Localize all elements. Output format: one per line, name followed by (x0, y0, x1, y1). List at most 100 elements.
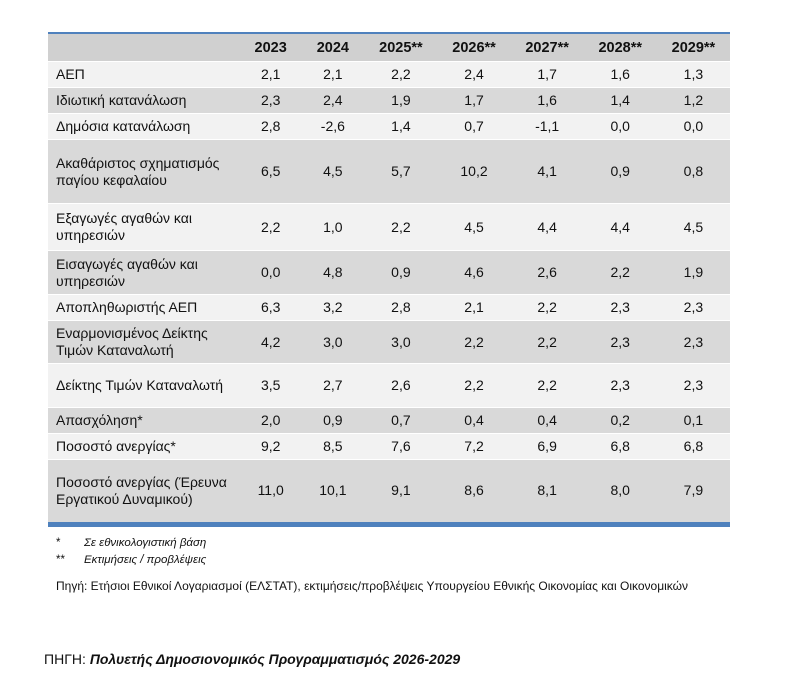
table-cell: 4,6 (437, 250, 511, 295)
table-cell: 8,6 (437, 459, 511, 522)
row-label: Αποπληθωριστής ΑΕΠ (48, 294, 240, 321)
table-cell: 4,8 (301, 250, 365, 295)
row-label: Ποσοστό ανεργίας* (48, 433, 240, 460)
source-note: Πηγή: Ετήσιοι Εθνικοί Λογαριασμοί (ΕΛΣΤΑ… (56, 579, 688, 593)
footnote: * Σε εθνικολογιστική βάση (56, 537, 207, 549)
table-cell: 2,2 (437, 363, 511, 408)
table-cell: 2,7 (301, 363, 365, 408)
table-row: Δημόσια κατανάλωση 2,8 -2,6 1,4 0,7 -1,1 0,0 0,… (48, 113, 730, 140)
table-cell: 1,0 (301, 203, 365, 251)
table-cell: 0,1 (656, 407, 730, 434)
column-header: 2024 (301, 34, 365, 62)
table-cell: 0,0 (240, 250, 302, 295)
table-cell: 2,3 (656, 320, 730, 364)
table-cell: 2,3 (583, 320, 657, 364)
table-cell: 8,0 (583, 459, 657, 522)
table-cell: 2,4 (437, 61, 511, 88)
row-label: Εναρμονισμένος Δείκτης Τιμών Καταναλωτή (48, 320, 240, 364)
table-cell: 1,6 (583, 61, 657, 88)
column-header: 2025** (364, 34, 438, 62)
table-cell: 2,8 (364, 294, 438, 321)
table-cell: 1,9 (364, 87, 438, 114)
table-cell: 8,5 (301, 433, 365, 460)
table-row: Εισαγωγές αγαθών και υπηρεσιών 0,0 4,8 0,9 4… (48, 250, 730, 295)
table-cell: 6,3 (240, 294, 302, 321)
table-cell: 2,3 (583, 294, 657, 321)
row-label: ΑΕΠ (48, 61, 240, 88)
macro-forecast-table: 2023 2024 2025** 2026** 2027** 2028** 2029** Α… (48, 32, 730, 527)
column-header: 2027** (510, 34, 584, 62)
table-row: Ιδιωτική κατανάλωση 2,3 2,4 1,9 1,7 1,6 1,4 1,2 (48, 87, 730, 114)
table-cell: 2,1 (301, 61, 365, 88)
table-cell: 0,4 (437, 407, 511, 434)
table-cell: 2,2 (510, 363, 584, 408)
column-header: 2028** (583, 34, 657, 62)
table-cell: 2,1 (437, 294, 511, 321)
table-cell: 6,9 (510, 433, 584, 460)
table-cell: 6,5 (240, 139, 302, 204)
table-cell: 2,2 (364, 203, 438, 251)
table-cell: 0,4 (510, 407, 584, 434)
footnotes: * Σε εθνικολογιστική βάση ** Εκτιμήσεις / … (56, 535, 206, 569)
table-row: ΑΕΠ 2,1 2,1 2,2 2,4 1,7 1,6 1,3 (48, 61, 730, 88)
table-cell: 3,2 (301, 294, 365, 321)
table-cell: 4,4 (583, 203, 657, 251)
column-header: 2023 (240, 34, 302, 62)
table-cell: -2,6 (301, 113, 365, 140)
table-cell: 2,8 (240, 113, 302, 140)
table-cell: 7,6 (364, 433, 438, 460)
row-label: Εξαγωγές αγαθών και υπηρεσιών (48, 203, 240, 251)
row-label: Ακαθάριστος σχηματισμός παγίου κεφαλαίου (48, 139, 240, 204)
table-cell: 10,2 (437, 139, 511, 204)
table-cell: 6,8 (583, 433, 657, 460)
table-cell: 2,3 (656, 294, 730, 321)
table-row: Ποσοστό ανεργίας (Έρευνα Εργατικού Δυναμ… (48, 459, 730, 522)
table-cell: 0,0 (656, 113, 730, 140)
table-cell: 0,0 (583, 113, 657, 140)
table-header-row: 2023 2024 2025** 2026** 2027** 2028** 2029** (48, 34, 730, 62)
table-cell: 11,0 (240, 459, 302, 522)
table-cell: 2,2 (364, 61, 438, 88)
column-header: 2029** (656, 34, 730, 62)
table-cell: 4,5 (437, 203, 511, 251)
table-cell: 0,7 (364, 407, 438, 434)
table-cell: 4,4 (510, 203, 584, 251)
table-cell: 0,8 (656, 139, 730, 204)
table-cell: 0,2 (583, 407, 657, 434)
table-cell: 4,2 (240, 320, 302, 364)
table-cell: 0,9 (301, 407, 365, 434)
table-row: Απασχόληση* 2,0 0,9 0,7 0,4 0,4 0,2 0,1 (48, 407, 730, 434)
table-cell: 1,7 (437, 87, 511, 114)
row-label: Δημόσια κατανάλωση (48, 113, 240, 140)
table-cell: 2,3 (583, 363, 657, 408)
table-row: Εναρμονισμένος Δείκτης Τιμών Καταναλωτή 4… (48, 320, 730, 364)
table-row: Ποσοστό ανεργίας* 9,2 8,5 7,6 7,2 6,9 6,8 6,8 (48, 433, 730, 460)
table-row: Δείκτης Τιμών Καταναλωτή 3,5 2,7 2,6 2,2 2,2 2… (48, 363, 730, 408)
table-cell: 9,2 (240, 433, 302, 460)
table-cell: 8,1 (510, 459, 584, 522)
table-cell: 7,2 (437, 433, 511, 460)
table-row: Εξαγωγές αγαθών και υπηρεσιών 2,2 1,0 2,2 4,… (48, 203, 730, 251)
table-cell: 2,2 (240, 203, 302, 251)
table-cell: 1,3 (656, 61, 730, 88)
table-cell: 1,4 (583, 87, 657, 114)
table-cell: 4,5 (656, 203, 730, 251)
table-cell: 2,6 (510, 250, 584, 295)
table-cell: 1,2 (656, 87, 730, 114)
table-cell: 1,6 (510, 87, 584, 114)
row-label: Δείκτης Τιμών Καταναλωτή (48, 363, 240, 408)
table-cell: 2,6 (364, 363, 438, 408)
table-cell: 1,7 (510, 61, 584, 88)
document-reference: ΠΗΓΗ: Πολυετής Δημοσιονομικός Προγραμματ… (44, 651, 461, 667)
footnote: ** Εκτιμήσεις / προβλέψεις (56, 554, 207, 566)
row-label: Ιδιωτική κατανάλωση (48, 87, 240, 114)
table-row: Ακαθάριστος σχηματισμός παγίου κεφαλαίου… (48, 139, 730, 204)
table-cell: 0,9 (583, 139, 657, 204)
table-cell: 7,9 (656, 459, 730, 522)
table-cell: 2,0 (240, 407, 302, 434)
table-cell: 10,1 (301, 459, 365, 522)
table-cell: 2,4 (301, 87, 365, 114)
table-cell: 5,7 (364, 139, 438, 204)
table-cell: 4,5 (301, 139, 365, 204)
row-label: Εισαγωγές αγαθών και υπηρεσιών (48, 250, 240, 295)
